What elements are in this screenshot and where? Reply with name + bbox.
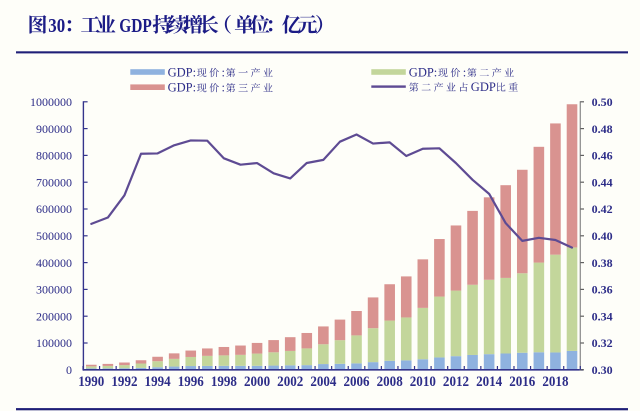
svg-text:500000: 500000 bbox=[36, 229, 72, 243]
svg-text:300000: 300000 bbox=[36, 283, 72, 297]
svg-text:1998: 1998 bbox=[211, 373, 237, 389]
svg-text:2000: 2000 bbox=[244, 373, 270, 389]
svg-text::: : bbox=[222, 65, 225, 79]
svg-text:0.50: 0.50 bbox=[592, 95, 613, 109]
svg-text:0.44: 0.44 bbox=[592, 175, 613, 189]
svg-text:800000: 800000 bbox=[36, 149, 72, 163]
svg-text::: : bbox=[222, 81, 225, 95]
svg-text:GDP:: GDP: bbox=[168, 81, 196, 95]
svg-text:GDP: GDP bbox=[119, 16, 152, 37]
svg-text:1994: 1994 bbox=[145, 373, 171, 389]
svg-text:0: 0 bbox=[66, 363, 72, 377]
svg-text:30: 30 bbox=[48, 16, 65, 37]
svg-text:400000: 400000 bbox=[36, 256, 72, 270]
svg-text:2014: 2014 bbox=[476, 373, 502, 389]
svg-text:1992: 1992 bbox=[111, 373, 137, 389]
svg-text:1990: 1990 bbox=[78, 373, 104, 389]
svg-text:0.46: 0.46 bbox=[592, 149, 613, 163]
svg-text:2004: 2004 bbox=[310, 373, 336, 389]
svg-text:2010: 2010 bbox=[410, 373, 436, 389]
svg-text:0.38: 0.38 bbox=[592, 256, 613, 270]
svg-text:2006: 2006 bbox=[343, 373, 369, 389]
svg-text:GDP: GDP bbox=[471, 80, 496, 94]
svg-text:600000: 600000 bbox=[36, 202, 72, 216]
svg-text:2018: 2018 bbox=[542, 373, 568, 389]
svg-text:2012: 2012 bbox=[443, 373, 469, 389]
svg-text:2016: 2016 bbox=[509, 373, 535, 389]
svg-text:100000: 100000 bbox=[36, 336, 72, 350]
svg-text:1000000: 1000000 bbox=[30, 95, 72, 109]
svg-text:900000: 900000 bbox=[36, 122, 72, 136]
svg-text:0.42: 0.42 bbox=[592, 202, 613, 216]
svg-text:0.32: 0.32 bbox=[592, 336, 613, 350]
svg-text:0.40: 0.40 bbox=[592, 229, 613, 243]
svg-text:0.36: 0.36 bbox=[592, 283, 613, 297]
svg-text:0.34: 0.34 bbox=[592, 309, 613, 323]
svg-text:GDP:: GDP: bbox=[168, 65, 196, 79]
svg-text:200000: 200000 bbox=[36, 309, 72, 323]
svg-text:1996: 1996 bbox=[178, 373, 204, 389]
svg-text::: : bbox=[463, 65, 466, 79]
svg-text:GDP:: GDP: bbox=[409, 65, 437, 79]
svg-text:0.48: 0.48 bbox=[592, 122, 613, 136]
svg-text:0.30: 0.30 bbox=[592, 363, 613, 377]
svg-text:2002: 2002 bbox=[277, 373, 303, 389]
svg-text:2008: 2008 bbox=[377, 373, 403, 389]
svg-text:700000: 700000 bbox=[36, 175, 72, 189]
